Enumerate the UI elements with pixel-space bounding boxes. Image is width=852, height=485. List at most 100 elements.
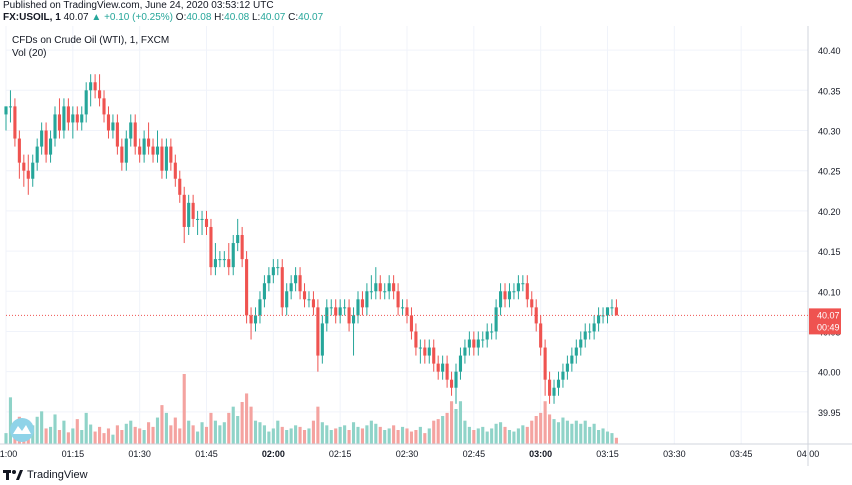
candle-body [191, 202, 195, 219]
candle-body [614, 307, 618, 316]
high-value: 40.08 [224, 12, 250, 23]
candle-body [454, 371, 458, 388]
close-value: 40.07 [298, 12, 324, 23]
candle-body [271, 267, 275, 276]
volume-bar [360, 428, 365, 444]
volume-bar [173, 417, 177, 444]
volume-bar [445, 412, 449, 444]
volume-bar [356, 426, 360, 444]
x-tick-label: 01:30 [128, 449, 151, 459]
volume-bar [280, 426, 284, 444]
symbol-name[interactable]: FX:USOIL, 1 [3, 12, 61, 23]
volume-bar [151, 426, 155, 444]
y-tick-label: 40.40 [818, 46, 841, 56]
volume-bar [516, 428, 520, 444]
volume-bar [396, 430, 400, 444]
volume-bar [507, 430, 512, 444]
volume-bar [392, 425, 396, 444]
candle-body [427, 347, 431, 356]
volume-bar [436, 419, 440, 444]
x-tick-label: 03:30 [663, 449, 686, 459]
volume-bar [138, 428, 142, 444]
open-value: 40.08 [186, 12, 212, 23]
candle-body [334, 307, 338, 316]
volume-bar [539, 412, 543, 444]
volume-bar [271, 428, 275, 444]
candle-body [311, 299, 315, 308]
candle-body [512, 291, 516, 293]
volume-bar [236, 416, 240, 444]
candle-body [441, 363, 445, 372]
volume-bar [182, 374, 186, 444]
candle-body [400, 307, 405, 309]
candle-body [494, 307, 498, 332]
candle-body [57, 114, 62, 131]
volume-bar [597, 430, 601, 444]
candle-body [115, 122, 119, 147]
candle-body [53, 114, 57, 139]
volume-bar [218, 425, 222, 444]
candle-body [17, 138, 21, 163]
volume-bar [565, 420, 569, 444]
price-chart[interactable]: 40.4040.3540.3040.2540.2040.1540.1040.05… [0, 26, 852, 466]
candle-body [204, 218, 209, 227]
candle-body [369, 291, 373, 293]
volume-bar [583, 420, 587, 444]
volume-bar [614, 437, 618, 444]
candle-body [561, 371, 565, 380]
candle-body [374, 283, 378, 292]
candle-body [320, 323, 324, 356]
volume-bar [570, 423, 574, 444]
candle-body [481, 339, 485, 341]
volume-legend: Vol (20) [12, 48, 47, 59]
symbol-bar: FX:USOIL, 1 40.07 ▲ +0.10 (+0.25%) O:40.… [3, 12, 323, 23]
volume-bar [66, 432, 70, 444]
axes: 40.4040.3540.3040.2540.2040.1540.1040.05… [0, 26, 852, 466]
volume-bar [98, 426, 102, 444]
volume-bar [481, 426, 485, 444]
candle-body [209, 226, 213, 268]
volume-bar [458, 401, 463, 444]
volume-bar [267, 431, 271, 444]
volume-bar [463, 420, 467, 444]
candle-body [164, 146, 168, 171]
x-tick-label: 03:00 [529, 449, 552, 459]
candle-body [552, 387, 556, 396]
volume-bar [592, 423, 596, 444]
volume-bar [245, 393, 249, 444]
candle-body [35, 146, 39, 163]
volume-bar [485, 431, 489, 444]
candle-body [445, 363, 449, 380]
volume-bar [311, 420, 315, 444]
volume-bar [610, 433, 614, 444]
candle-body [592, 323, 596, 332]
candle-body [458, 355, 463, 372]
candle-body [289, 283, 293, 292]
volume-bar [209, 412, 213, 444]
x-tick-label: 01:45 [195, 449, 218, 459]
volume-bar [476, 428, 480, 444]
footer-brand[interactable]: TradingView [3, 469, 88, 481]
volume-bar [298, 426, 302, 444]
volume-bar [213, 420, 217, 444]
volume-bar [200, 422, 204, 444]
volume-bar [53, 414, 57, 444]
volume-bar [75, 419, 79, 444]
volume-bar [427, 428, 431, 444]
high-label: H: [214, 12, 225, 23]
close-label: C: [288, 12, 299, 23]
candle-body [436, 363, 440, 372]
x-tick-label: 02:15 [329, 449, 352, 459]
volume-bar [155, 417, 160, 444]
candle-body [449, 379, 454, 388]
candle-body [66, 106, 70, 123]
volume-bar [294, 425, 298, 444]
volume-bar [164, 412, 168, 444]
candle-body [80, 114, 84, 123]
candle-body [84, 90, 88, 115]
volume-bar [521, 425, 525, 444]
volume-bar [548, 414, 552, 444]
volume-bar [111, 434, 115, 444]
volume-bar [289, 428, 293, 444]
y-tick-label: 40.00 [818, 368, 841, 378]
